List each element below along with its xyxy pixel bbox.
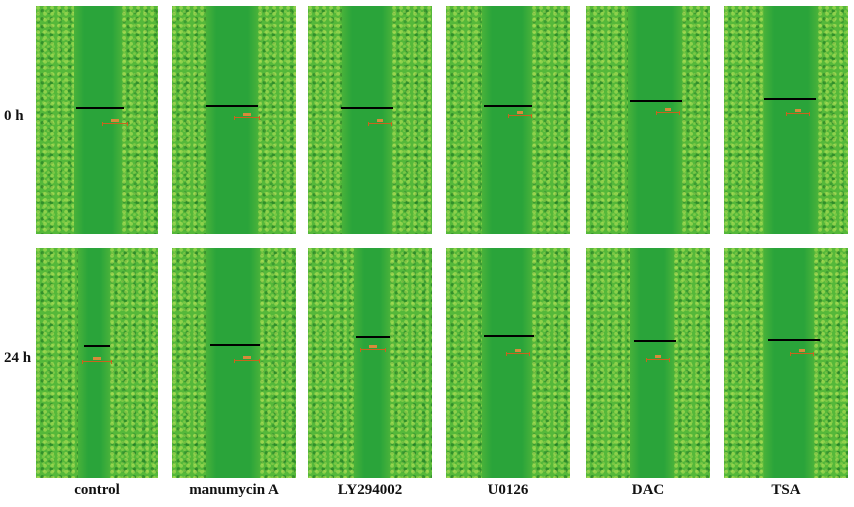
- scale-bar: [234, 113, 260, 120]
- scale-bar: [360, 345, 386, 352]
- image-0h-ly294002: [308, 6, 432, 234]
- scale-bar: [508, 111, 532, 118]
- wound-width-line: [210, 344, 260, 346]
- image-0h-dac: [586, 6, 710, 234]
- image-0h-control: [36, 6, 158, 234]
- wound-width-line: [630, 100, 682, 102]
- column-label-manumycin-a: manumycin A: [189, 482, 279, 498]
- scale-bar: [82, 357, 112, 364]
- wound-width-line: [484, 335, 534, 337]
- column-label-dac: DAC: [631, 482, 665, 498]
- wound-width-line: [634, 340, 676, 342]
- row-label-24h: 24 h: [4, 350, 32, 366]
- wound-width-line: [76, 107, 124, 109]
- scale-bar: [368, 119, 392, 126]
- image-24h-control: [36, 248, 158, 478]
- image-24h-dac: [586, 248, 710, 478]
- scale-bar: [234, 356, 260, 363]
- wound-width-line: [768, 339, 820, 341]
- scale-bar: [646, 355, 670, 362]
- column-label-u0126: U0126: [487, 482, 529, 498]
- image-0h-manumycin-a: [172, 6, 296, 234]
- wound-width-line: [484, 105, 532, 107]
- row-label-0h: 0 h: [4, 108, 24, 124]
- scale-bar: [656, 108, 680, 115]
- image-24h-u0126: [446, 248, 570, 478]
- column-label-control: control: [74, 482, 120, 498]
- column-label-ly294002: LY294002: [337, 482, 403, 498]
- image-24h-tsa: [724, 248, 848, 478]
- wound-width-line: [764, 98, 816, 100]
- image-0h-tsa: [724, 6, 848, 234]
- wound-width-line: [206, 105, 258, 107]
- scale-bar: [102, 119, 128, 126]
- scale-bar: [786, 109, 810, 116]
- scale-bar: [790, 349, 814, 356]
- column-label-tsa: TSA: [771, 482, 801, 498]
- image-24h-ly294002: [308, 248, 432, 478]
- wound-width-line: [84, 345, 110, 347]
- image-24h-manumycin-a: [172, 248, 296, 478]
- scale-bar: [506, 349, 530, 356]
- wound-width-line: [341, 107, 393, 109]
- wound-width-line: [356, 336, 390, 338]
- image-0h-u0126: [446, 6, 570, 234]
